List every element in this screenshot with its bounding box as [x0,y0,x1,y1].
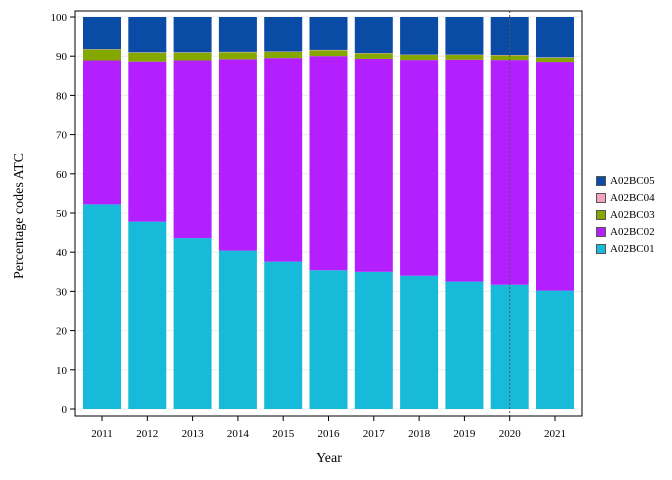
bar-segment-a02bc02-2021 [536,62,574,291]
bar-segment-a02bc05-2018 [400,17,439,55]
bar-segment-a02bc03-2016 [309,50,348,57]
y-tick-label: 90 [56,51,68,63]
legend-label: A02BC01 [610,243,655,255]
bar-segment-a02bc03-2018 [400,55,439,61]
bar-segment-a02bc01-2019 [445,281,484,409]
bar-segment-a02bc05-2012 [128,17,167,53]
legend-item-a02bc05: A02BC05 [596,173,670,190]
x-tick-label: 2016 [318,428,341,440]
bar-segment-a02bc05-2021 [536,17,574,58]
bar-segment-a02bc02-2011 [83,60,121,205]
legend-swatch [596,227,606,237]
y-tick-label: 10 [56,365,68,377]
x-tick-label: 2015 [272,428,295,440]
legend-swatch [596,244,606,254]
x-tick-label: 2020 [499,428,522,440]
legend-label: A02BC05 [610,175,655,187]
y-tick-label: 30 [56,286,68,298]
bar-segment-a02bc02-2019 [445,59,484,282]
bar-segment-a02bc01-2016 [309,270,348,409]
bar-segment-a02bc01-2012 [128,221,167,409]
bar-segment-a02bc02-2018 [400,60,439,276]
y-tick-label: 100 [51,12,68,24]
legend-swatch [596,210,606,220]
bar-segment-a02bc02-2013 [173,60,212,239]
y-tick-label: 40 [56,247,68,259]
bar-segment-a02bc05-2016 [309,17,348,50]
bar-segment-a02bc03-2013 [173,52,212,61]
bar-segment-a02bc03-2014 [218,52,257,60]
bar-segment-a02bc05-2015 [264,17,303,52]
legend-item-a02bc04: A02BC04 [596,190,670,207]
legend-label: A02BC03 [610,209,655,221]
legend-item-a02bc01: A02BC01 [596,241,670,258]
x-tick-label: 2017 [363,428,386,440]
x-axis-label: Year [316,451,342,466]
legend-item-a02bc03: A02BC03 [596,207,670,224]
bar-segment-a02bc01-2015 [264,261,303,409]
bar-segment-a02bc05-2014 [218,17,257,52]
legend-swatch [596,176,606,186]
bar-segment-a02bc02-2015 [264,58,303,262]
x-tick-label: 2019 [453,428,476,440]
bar-segment-a02bc01-2017 [354,271,393,409]
bar-segment-a02bc01-2014 [218,250,257,409]
legend-swatch [596,193,606,203]
legend-item-a02bc02: A02BC02 [596,224,670,241]
chart-legend: A02BC05 A02BC04 A02BC03 A02BC02 A02BC01 [596,173,670,258]
legend-label: A02BC02 [610,226,655,238]
y-tick-label: 50 [56,208,68,220]
bar-segment-a02bc01-2011 [83,204,121,409]
bar-segment-a02bc03-2011 [83,49,121,61]
y-tick-label: 80 [56,90,68,102]
bar-segment-a02bc05-2013 [173,17,212,53]
y-tick-label: 60 [56,169,68,181]
y-tick-label: 0 [62,404,68,416]
bar-segment-a02bc03-2017 [354,53,393,59]
x-tick-label: 2021 [544,428,566,440]
bar-segment-a02bc01-2013 [173,238,212,409]
y-tick-label: 70 [56,130,68,142]
x-tick-label: 2012 [136,428,158,440]
bar-segment-a02bc01-2018 [400,275,439,409]
bar-segment-a02bc02-2014 [218,59,257,251]
bar-segment-a02bc03-2015 [264,51,303,59]
bar-segment-a02bc01-2021 [536,290,574,409]
bar-segment-a02bc02-2012 [128,61,167,222]
bar-segment-a02bc05-2011 [83,17,121,50]
legend-label: A02BC04 [610,192,655,204]
bar-segment-a02bc03-2021 [536,57,574,63]
bar-segment-a02bc03-2020 [490,55,529,61]
x-tick-label: 2018 [408,428,431,440]
x-tick-label: 2014 [227,428,250,440]
bar-segment-a02bc03-2019 [445,55,484,60]
bar-segment-a02bc02-2016 [309,56,348,271]
x-tick-label: 2013 [182,428,205,440]
bar-segment-a02bc05-2017 [354,17,393,54]
bar-segment-a02bc02-2017 [354,58,393,272]
y-tick-label: 20 [56,326,68,338]
bar-segment-a02bc05-2019 [445,17,484,55]
x-tick-label: 2011 [91,428,113,440]
bar-segment-a02bc03-2012 [128,52,167,62]
